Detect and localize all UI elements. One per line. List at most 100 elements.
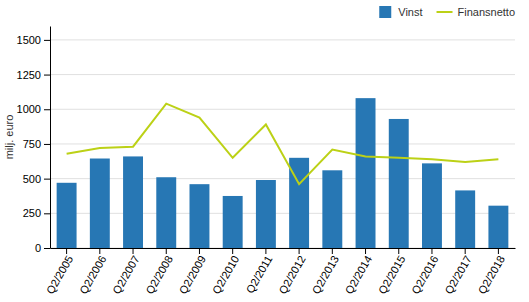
x-tick-mark [265, 248, 266, 254]
plot: Q2/2005Q2/2006Q2/2007Q2/2008Q2/2009Q2/20… [17, 27, 516, 296]
bar [422, 163, 442, 248]
x-tick-mark [465, 248, 466, 254]
chart: Q2/2005Q2/2006Q2/2007Q2/2008Q2/2009Q2/20… [0, 0, 529, 302]
bar [356, 98, 376, 248]
y-tick-label: 0 [35, 242, 41, 254]
x-tick: Q2/2016 [409, 248, 440, 296]
x-tick-mark [299, 248, 300, 254]
grid-line [50, 213, 515, 214]
legend-item: Finansnetto [437, 6, 515, 18]
legend: Vinst Finansnetto [379, 6, 515, 18]
grid-line [50, 109, 515, 110]
y-tick-label: 1000 [17, 103, 41, 115]
bar [156, 177, 176, 248]
x-tick: Q2/2007 [110, 248, 141, 296]
y-tick: 1500 [17, 34, 50, 46]
x-tick-label: Q2/2005 [44, 253, 75, 296]
x-tick: Q2/2014 [343, 248, 374, 296]
bar [90, 159, 110, 248]
grid-line [50, 74, 515, 75]
x-tick-label: Q2/2007 [110, 253, 141, 296]
x-tick: Q2/2010 [210, 248, 241, 296]
y-axis: 0 250 500 750 1000 1250 1500 [17, 27, 51, 255]
x-axis: Q2/2005Q2/2006Q2/2007Q2/2008Q2/2009Q2/20… [44, 248, 516, 296]
x-tick-mark [166, 248, 167, 254]
x-tick-label: Q2/2014 [343, 253, 374, 296]
x-tick-mark [199, 248, 200, 254]
x-tick-label: Q2/2013 [310, 253, 341, 296]
x-tick-mark [133, 248, 134, 254]
x-tick-label: Q2/2016 [409, 253, 440, 296]
bar [223, 196, 243, 248]
legend-swatch [437, 11, 453, 13]
x-tick-label: Q2/2015 [376, 253, 407, 296]
x-tick: Q2/2015 [376, 248, 407, 296]
y-tick-mark [44, 40, 50, 41]
legend-label: Vinst [398, 6, 422, 18]
x-tick: Q2/2009 [177, 248, 208, 296]
y-tick-label: 1500 [17, 34, 41, 46]
x-tick-mark [398, 248, 399, 254]
x-tick: Q2/2017 [442, 248, 473, 296]
x-tick-label: Q2/2010 [210, 253, 241, 296]
line [67, 104, 499, 184]
x-tick: Q2/2012 [276, 248, 307, 296]
bar [57, 183, 77, 248]
x-tick-mark [232, 248, 233, 254]
y-tick: 500 [23, 173, 50, 185]
x-tick-mark [431, 248, 432, 254]
y-tick-mark [44, 109, 50, 110]
y-tick-mark [44, 179, 50, 180]
x-tick-label: Q2/2011 [243, 253, 274, 295]
x-tick: Q2/2011 [243, 248, 274, 295]
x-tick: Q2/2008 [143, 248, 174, 296]
legend-swatch [379, 6, 391, 18]
marks [57, 98, 509, 248]
y-tick: 750 [23, 138, 50, 150]
y-tick-label: 1250 [17, 69, 41, 81]
x-tick-mark [99, 248, 100, 254]
y-tick: 1250 [17, 69, 50, 81]
x-tick: Q2/2013 [310, 248, 341, 296]
bar [256, 180, 276, 248]
bar [322, 170, 342, 248]
y-tick: 250 [23, 207, 50, 219]
y-axis-line [50, 27, 51, 249]
x-tick-label: Q2/2006 [77, 253, 108, 296]
x-tick: Q2/2018 [476, 248, 507, 296]
y-tick-mark [44, 248, 50, 249]
grid-line [50, 178, 515, 179]
x-tick: Q2/2005 [44, 248, 75, 296]
y-tick-mark [44, 213, 50, 214]
x-tick-label: Q2/2009 [177, 253, 208, 296]
y-tick-label: 250 [23, 207, 41, 219]
x-tick-label: Q2/2018 [476, 253, 507, 296]
y-tick-label: 750 [23, 138, 41, 150]
x-tick: Q2/2006 [77, 248, 108, 296]
grid-line [50, 248, 515, 249]
x-tick-mark [365, 248, 366, 254]
grid [50, 40, 515, 248]
y-tick-mark [44, 75, 50, 76]
grid-line [50, 143, 515, 144]
bar [190, 184, 210, 248]
x-tick-label: Q2/2017 [442, 253, 473, 296]
legend-item: Vinst [379, 6, 422, 18]
x-tick-mark [332, 248, 333, 254]
bar [455, 190, 475, 248]
x-tick-mark [66, 248, 67, 254]
x-tick-label: Q2/2008 [143, 253, 174, 296]
y-axis-title: milj. euro [3, 115, 15, 160]
x-tick-label: Q2/2012 [276, 253, 307, 296]
bar-series [57, 98, 509, 248]
y-tick: 1000 [17, 103, 50, 115]
bar [389, 119, 409, 248]
y-tick: 0 [35, 242, 50, 254]
legend-label: Finansnetto [458, 6, 515, 18]
y-tick-mark [44, 144, 50, 145]
bar [488, 206, 508, 248]
y-tick-label: 500 [23, 173, 41, 185]
x-axis-line [51, 248, 516, 249]
bar [123, 156, 143, 248]
x-tick-mark [498, 248, 499, 254]
